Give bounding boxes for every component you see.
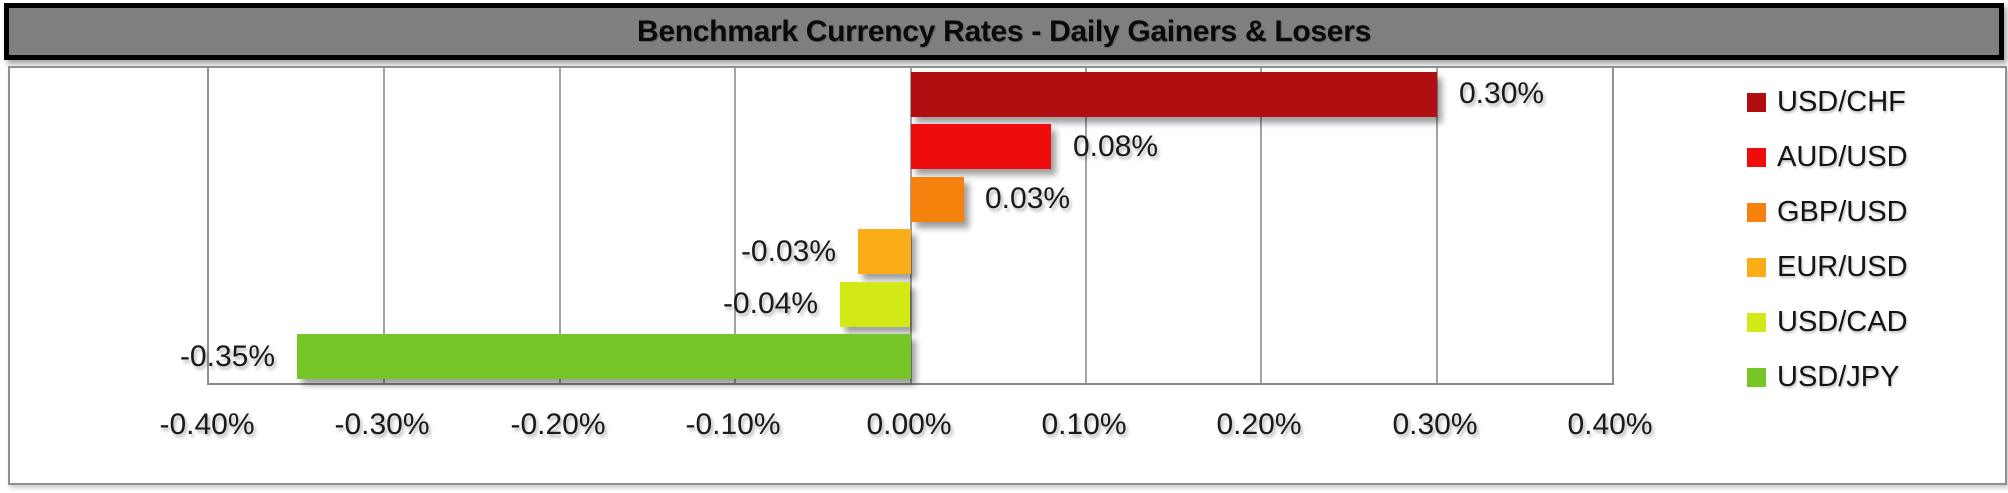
x-tick-label-0-40-: 0.40% — [1567, 408, 1653, 441]
legend-swatch-usd-chf — [1747, 92, 1766, 112]
value-label-usd-cad: -0.04% — [722, 287, 818, 320]
x-tick-label-0-20-: 0.20% — [1216, 408, 1302, 441]
legend-item-aud-usd: AUD/USD — [1747, 140, 1908, 173]
gridline--0-10- — [734, 68, 736, 383]
bar-aud-usd — [911, 124, 1051, 169]
bar-eur-usd — [858, 229, 911, 274]
x-tick-label-0-00-: 0.00% — [866, 408, 952, 441]
legend-swatch-usd-cad — [1747, 312, 1766, 332]
gridline-0-20- — [1260, 68, 1262, 383]
legend-label-eur-usd: EUR/USD — [1777, 250, 1908, 283]
legend: USD/CHF AUD/USD GBP/USD EUR/USD USD/CAD USD/J… — [1747, 68, 1997, 483]
legend-swatch-eur-usd — [1747, 257, 1766, 277]
chart-area: 0.30% 0.08% 0.03% -0.03% -0.04% -0.35% -0.40%… — [8, 66, 2007, 485]
legend-label-usd-cad: USD/CAD — [1777, 305, 1908, 338]
legend-item-usd-jpy: USD/JPY — [1747, 360, 1900, 393]
legend-label-aud-usd: AUD/USD — [1777, 140, 1908, 173]
chart-title: Benchmark Currency Rates - Daily Gainers… — [637, 14, 1371, 48]
bar-usd-chf — [911, 72, 1437, 117]
bar-usd-jpy — [297, 334, 911, 379]
gridline--0-30- — [383, 68, 385, 383]
legend-item-usd-cad: USD/CAD — [1747, 305, 1908, 338]
bar-gbp-usd — [911, 177, 964, 222]
x-tick-label--0-20-: -0.20% — [510, 408, 606, 441]
legend-item-usd-chf: USD/CHF — [1747, 85, 1906, 118]
x-tick-label-0-30-: 0.30% — [1392, 408, 1478, 441]
x-tick-label--0-10-: -0.10% — [685, 408, 781, 441]
legend-item-eur-usd: EUR/USD — [1747, 250, 1908, 283]
bar-usd-cad — [840, 282, 910, 327]
legend-label-usd-chf: USD/CHF — [1777, 85, 1906, 118]
value-label-aud-usd: 0.08% — [1073, 130, 1159, 163]
plot-area: 0.30% 0.08% 0.03% -0.03% -0.04% -0.35% — [180, 68, 1614, 385]
value-label-usd-jpy: -0.35% — [179, 340, 275, 373]
value-label-usd-chf: 0.30% — [1459, 77, 1545, 110]
gridline-0-10- — [1085, 68, 1087, 383]
legend-item-gbp-usd: GBP/USD — [1747, 195, 1908, 228]
legend-swatch-usd-jpy — [1747, 367, 1766, 387]
x-axis: -0.40% -0.30% -0.20% -0.10% 0.00% 0.10% 0.20% 0… — [159, 408, 1652, 448]
legend-swatch-aud-usd — [1747, 147, 1766, 167]
legend-swatch-gbp-usd — [1747, 202, 1766, 222]
gridline-0-30- — [1436, 68, 1438, 383]
gridline-0-00- — [910, 68, 912, 383]
legend-label-gbp-usd: GBP/USD — [1777, 195, 1908, 228]
chart-title-bar: Benchmark Currency Rates - Daily Gainers… — [4, 3, 2004, 60]
value-label-eur-usd: -0.03% — [740, 235, 836, 268]
x-tick-label--0-30-: -0.30% — [334, 408, 430, 441]
value-label-gbp-usd: 0.03% — [985, 182, 1071, 215]
legend-label-usd-jpy: USD/JPY — [1777, 360, 1900, 393]
x-tick-label-0-10-: 0.10% — [1041, 408, 1127, 441]
x-tick-label--0-40-: -0.40% — [159, 408, 255, 441]
gridline--0-20- — [559, 68, 561, 383]
